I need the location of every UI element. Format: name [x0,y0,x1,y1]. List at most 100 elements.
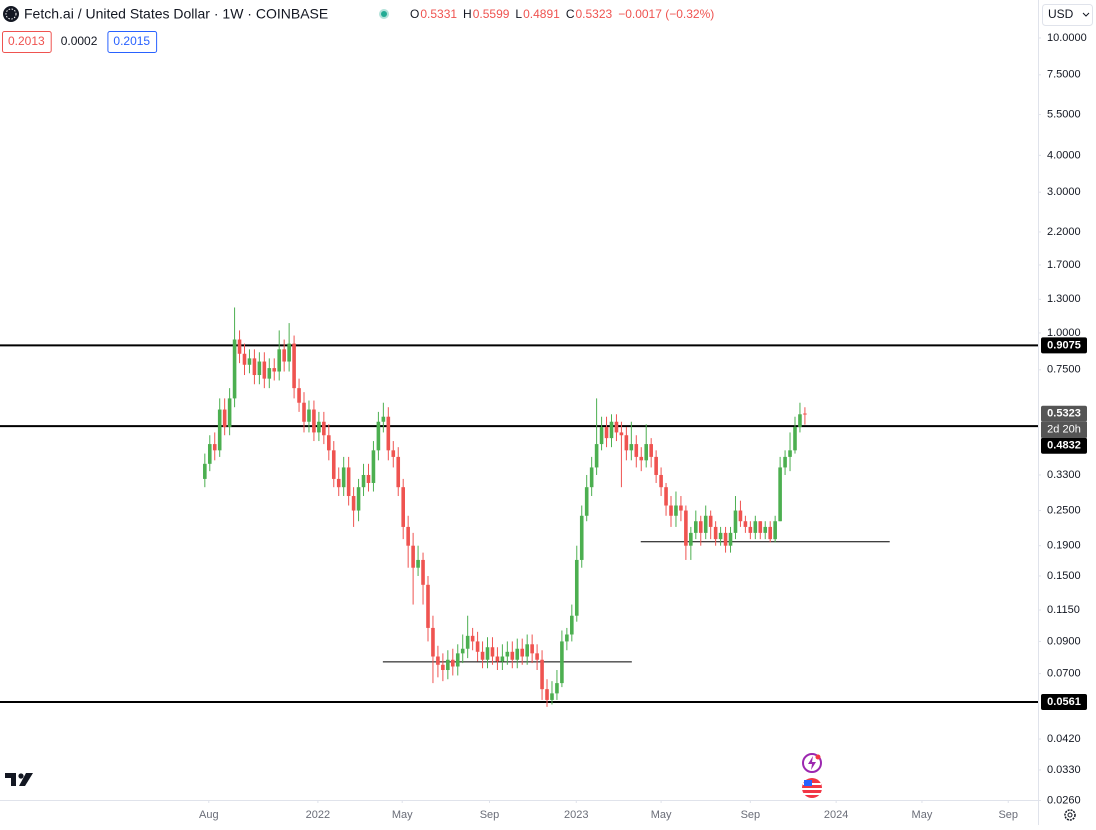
candle-body [396,456,401,488]
candle-body [669,505,673,516]
y-tick-label: 0.1500 [1047,570,1081,582]
candle-body [550,693,554,700]
candle-body [599,426,604,445]
candle-body [331,450,336,479]
candle-body [450,659,455,667]
currency-button[interactable] [1042,4,1093,26]
y-tick-label: 4.0000 [1047,149,1081,161]
candle-body [376,421,381,451]
candle-body [604,426,609,439]
candle-body [505,651,510,657]
candle-body [217,409,222,451]
event-icons[interactable] [802,753,822,798]
candle-body [426,584,430,628]
candle-body [773,521,777,540]
candle-body [416,559,420,568]
candle-body [336,478,341,488]
candle-body [679,505,683,511]
candle-body [555,683,559,694]
currency-label[interactable]: USD [1048,7,1074,21]
price-badge-label: 0.5323 [1047,408,1081,420]
price-badge [1041,437,1087,454]
price-badge-label: 0.4832 [1047,440,1081,452]
candle-body [371,450,376,483]
price-badge-label: 0.0561 [1047,696,1081,708]
y-tick-label: 0.7500 [1047,364,1081,376]
candle-body [738,510,743,522]
candle-body [242,353,247,365]
candle-body [475,641,480,652]
candle-body [247,358,252,365]
candle-body [530,644,534,654]
currency-caret[interactable] [1082,12,1090,17]
candle-body [431,627,435,657]
candle-body [460,648,465,654]
candle-body [386,416,391,451]
y-tick-label: 0.3300 [1047,469,1081,481]
candle-body [723,532,728,546]
candle-body [515,648,520,660]
candle-body [624,435,629,451]
countdown-label: 2d 20h [1047,424,1081,436]
candle-body [272,368,277,372]
candle-body [366,474,371,483]
y-tick-label: 5.5000 [1047,108,1081,120]
x-tick-label: Sep [998,809,1018,821]
candle-body [748,526,753,533]
y-tick-label: 0.0420 [1047,733,1081,745]
candle-body [698,521,703,533]
candle-body [381,416,386,422]
candle-body [346,467,351,497]
price-badge-label: 0.9075 [1047,339,1081,351]
candle-body [644,444,649,461]
candle-body [302,402,306,422]
x-tick-label: 2022 [306,809,330,821]
candle-body [441,664,445,671]
candle-body [203,463,207,479]
y-tick-label: 0.0700 [1047,668,1081,680]
candle-body [540,659,544,690]
candle-body [579,515,584,560]
tradingview-logo[interactable] [5,773,33,786]
settings-icon[interactable] [1064,809,1076,821]
candle-body [788,450,792,457]
candle-body [768,526,772,540]
candle-body [664,487,668,506]
candle-body [703,515,708,533]
candle-body [609,421,614,439]
x-tick-label: Sep [480,809,500,821]
ohlc-key: L [515,7,522,21]
candle-body [793,426,797,451]
candle-body [257,361,262,376]
candle-body [207,444,212,464]
x-tick-label: May [912,809,933,821]
ohlc-value: 0.5331 [420,7,457,21]
candle-body [649,444,653,457]
indicator-box [2,31,52,53]
candle-body [237,339,242,354]
ohlc-value: 0.5323 [575,7,612,21]
candle-body [297,388,301,403]
y-tick-label: 3.0000 [1047,186,1081,198]
y-tick-label: 0.1900 [1047,540,1081,552]
candle-body [495,656,500,662]
candle-body [639,456,644,461]
ohlc-key: C [566,7,575,21]
candle-body [589,467,594,488]
candle-body [778,467,782,522]
candle-body [222,409,227,427]
candle-body [436,656,440,665]
plot-area [0,307,1038,707]
candle-body [252,358,257,376]
x-tick-label: Sep [741,809,761,821]
candle-body [470,635,475,642]
candle-body [535,653,539,660]
y-tick-label: 0.2500 [1047,504,1081,516]
candle-body [292,343,296,389]
candle-body [282,349,286,362]
symbol-title[interactable]: Fetch.ai / United States Dollar · 1W · C… [24,6,328,22]
price-badge [1041,405,1087,422]
candle-body [227,398,232,427]
candle-body [565,634,569,642]
price-badge [1041,337,1087,354]
